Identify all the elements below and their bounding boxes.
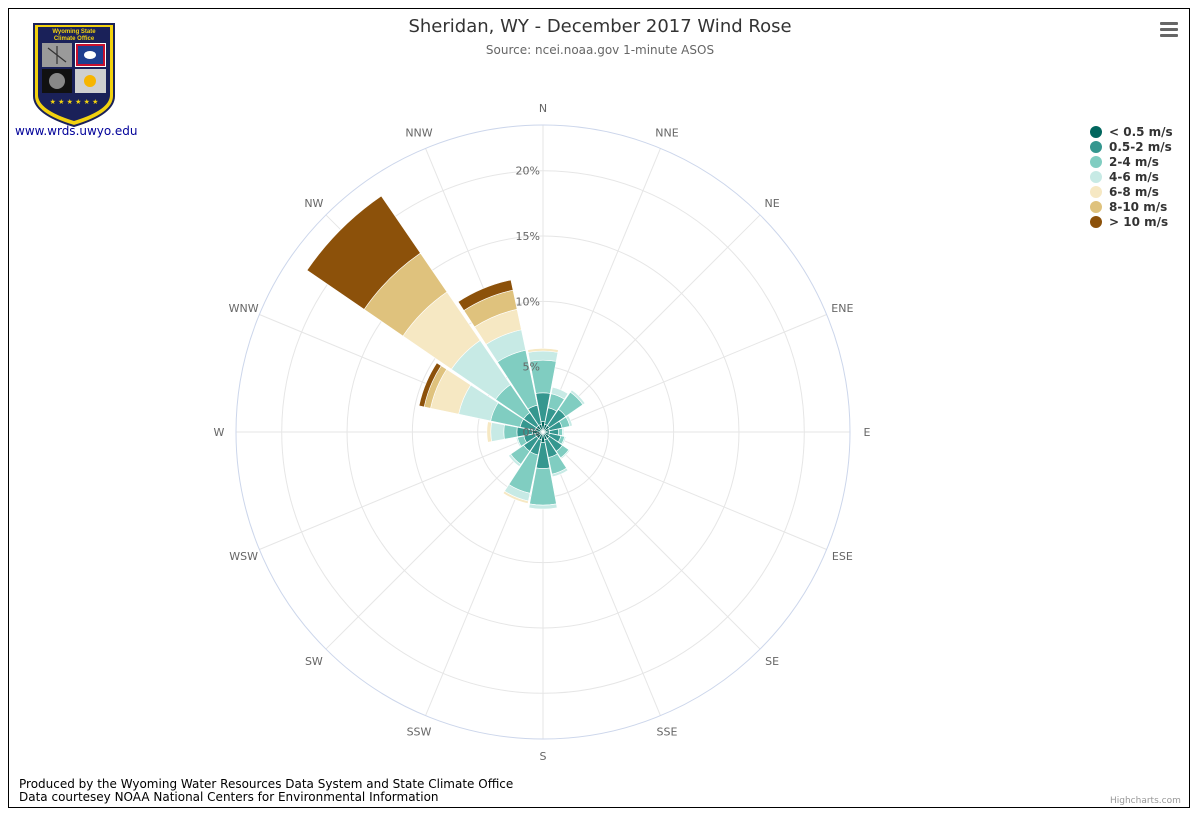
direction-label-w: W xyxy=(214,426,225,439)
direction-label-s: S xyxy=(540,750,547,763)
wind-bar-ese-series-3 xyxy=(561,436,567,446)
legend-label: 4-6 m/s xyxy=(1109,169,1159,184)
wind-bar-wnw-series-6 xyxy=(418,362,442,408)
chart-context-menu-button[interactable] xyxy=(1160,22,1178,38)
chart-subtitle: Source: ncei.noaa.gov 1-minute ASOS xyxy=(485,43,715,57)
highcharts-credit[interactable]: Highcharts.com xyxy=(1110,796,1181,806)
legend-swatch xyxy=(1090,170,1102,183)
wind-bar-ne-series-3 xyxy=(569,389,586,406)
outer-circle xyxy=(235,124,851,740)
y-tick-label: 10% xyxy=(516,295,540,308)
wind-bar-e-series-3 xyxy=(561,427,565,437)
wind-bar-e-series-2 xyxy=(558,428,563,436)
legend-item-0-5-2[interactable]: 0.5-2 m/s xyxy=(1090,139,1173,154)
wyoming-state-climate-office-logo: Wyoming State Climate Office ★ ★ ★ ★ ★ ★ xyxy=(33,23,115,128)
svg-text:★ ★ ★ ★ ★ ★: ★ ★ ★ ★ ★ ★ xyxy=(50,98,99,106)
concentric-gridline xyxy=(281,170,805,694)
wind-bar-nw-series-6 xyxy=(306,195,421,310)
wind-bar-se-series-3 xyxy=(560,449,571,460)
wind-bar-ene-series-3 xyxy=(565,415,573,427)
legend-swatch xyxy=(1090,140,1102,153)
wind-bar-n-series-4 xyxy=(527,348,559,353)
direction-label-nnw: NNW xyxy=(405,127,432,140)
radial-gridline xyxy=(542,431,661,716)
legend-label: > 10 m/s xyxy=(1109,214,1169,229)
direction-label-ssw: SSW xyxy=(407,725,432,738)
wind-bar-nne-series-3 xyxy=(550,386,569,400)
chart-footer: Produced by the Wyoming Water Resources … xyxy=(19,778,513,804)
direction-label-nne: NNE xyxy=(655,127,678,140)
direction-label-wsw: WSW xyxy=(229,550,258,563)
legend-item-lt-0-5[interactable]: < 0.5 m/s xyxy=(1090,124,1173,139)
direction-label-ene: ENE xyxy=(831,302,853,315)
direction-label-ese: ESE xyxy=(832,550,853,563)
wrds-website-link[interactable]: www.wrds.uwyo.edu xyxy=(15,124,138,138)
polar-labels: 0% 5% 10% 15% 20% N NNE NE ENE E ESE SE SSE S SSW SW WSW… xyxy=(214,102,871,763)
y-tick-label: 0% xyxy=(523,426,540,439)
radial-gridline xyxy=(542,431,827,550)
radial-gridline xyxy=(542,314,827,433)
legend-item-2-4[interactable]: 2-4 m/s xyxy=(1090,154,1173,169)
direction-label-sw: SW xyxy=(305,655,323,668)
direction-label-ne: NE xyxy=(765,197,780,210)
wind-bar-ssw-series-4 xyxy=(502,490,529,504)
svg-text:Wyoming State: Wyoming State xyxy=(52,29,96,35)
legend-label: 8-10 m/s xyxy=(1109,199,1168,214)
hamburger-menu-icon xyxy=(1160,22,1178,25)
y-tick-label: 5% xyxy=(523,361,540,374)
radial-gridline xyxy=(259,431,544,550)
legend-item-4-6[interactable]: 4-6 m/s xyxy=(1090,169,1173,184)
legend-swatch xyxy=(1090,200,1102,213)
direction-label-nw: NW xyxy=(304,197,323,210)
wind-bar-s-series-3 xyxy=(528,503,558,510)
direction-label-se: SE xyxy=(765,655,779,668)
direction-label-n: N xyxy=(539,102,547,115)
wind-bar-sw-series-3 xyxy=(508,453,522,467)
chart-legend: < 0.5 m/s 0.5-2 m/s 2-4 m/s 4-6 m/s 6-8 … xyxy=(1090,124,1173,229)
wind-bar-w-series-3 xyxy=(490,422,505,442)
concentric-gridline xyxy=(411,300,675,564)
direction-label-e: E xyxy=(864,426,871,439)
wind-bar-w-series-2 xyxy=(503,424,518,440)
legend-item-gt-10[interactable]: > 10 m/s xyxy=(1090,214,1173,229)
legend-item-6-8[interactable]: 6-8 m/s xyxy=(1090,184,1173,199)
legend-item-8-10[interactable]: 8-10 m/s xyxy=(1090,199,1173,214)
svg-text:Climate Office: Climate Office xyxy=(54,36,95,42)
direction-label-wnw: WNW xyxy=(229,302,259,315)
legend-label: 2-4 m/s xyxy=(1109,154,1159,169)
footer-produced-by: Produced by the Wyoming Water Resources … xyxy=(19,777,514,791)
legend-label: 6-8 m/s xyxy=(1109,184,1159,199)
wind-bar-nnw-series-6 xyxy=(457,279,514,311)
y-tick-label: 20% xyxy=(516,165,540,178)
legend-swatch xyxy=(1090,215,1102,228)
radial-gridline xyxy=(325,431,544,650)
wind-rose-bars xyxy=(306,195,586,510)
legend-label: 0.5-2 m/s xyxy=(1109,139,1172,154)
wind-bar-sse-series-3 xyxy=(551,467,569,478)
chart-frame xyxy=(8,8,1190,808)
radial-gridline xyxy=(542,148,661,433)
radial-gridline xyxy=(542,431,761,650)
wind-bar-wsw-series-3 xyxy=(515,437,522,448)
direction-label-sse: SSE xyxy=(657,725,678,738)
concentric-gridline xyxy=(346,235,740,629)
legend-swatch xyxy=(1090,125,1102,138)
legend-label: < 0.5 m/s xyxy=(1109,124,1173,139)
wind-bar-w-series-4 xyxy=(486,421,492,443)
footer-data-courtesy: Data courtesey NOAA National Centers for… xyxy=(19,790,439,804)
chart-title: Sheridan, WY - December 2017 Wind Rose xyxy=(408,16,792,37)
legend-swatch xyxy=(1090,185,1102,198)
y-tick-label: 15% xyxy=(516,230,540,243)
legend-swatch xyxy=(1090,155,1102,168)
